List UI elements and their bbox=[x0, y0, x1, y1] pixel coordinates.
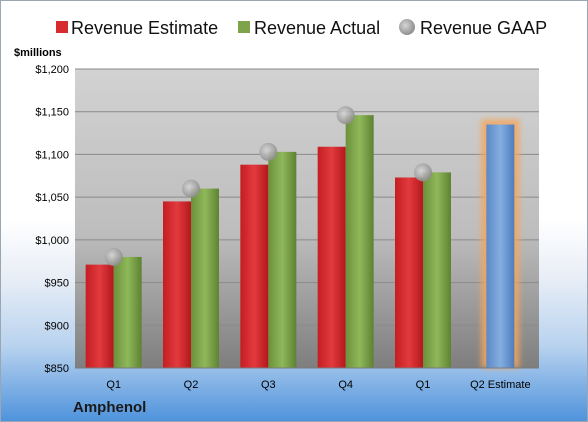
bar-revenue-actual bbox=[345, 115, 374, 368]
bar-revenue-actual bbox=[268, 151, 297, 368]
bar-q2-estimate bbox=[486, 124, 515, 369]
y-axis-ticks: $850 $900 $950 $1,000 $1,050 $1,100 $1,150 $1,2… bbox=[35, 64, 69, 375]
legend-item-revenue-actual: Revenue Actual bbox=[238, 18, 380, 38]
y-tick-label: $850 bbox=[45, 363, 69, 375]
legend-marker-revenue-gaap bbox=[399, 19, 415, 35]
y-unit-label: $millions bbox=[14, 47, 62, 59]
bar-revenue-estimate bbox=[240, 164, 269, 368]
gaap-markers bbox=[104, 106, 432, 266]
bar-revenue-estimate bbox=[395, 177, 423, 368]
plot-area bbox=[75, 69, 539, 368]
x-tick-label: Q1 bbox=[106, 379, 121, 391]
bar-revenue-actual bbox=[113, 256, 142, 368]
y-tick-label: $950 bbox=[45, 278, 69, 290]
legend-swatch-revenue-estimate bbox=[56, 21, 68, 33]
bar-revenue-actual bbox=[423, 172, 451, 368]
y-tick-label: $1,000 bbox=[35, 235, 69, 247]
legend-item-revenue-gaap: Revenue GAAP bbox=[399, 18, 547, 38]
legend-swatch-revenue-actual bbox=[238, 21, 250, 33]
y-tick-label: $1,050 bbox=[35, 192, 69, 204]
y-tick-label: $1,150 bbox=[35, 107, 69, 119]
y-tick-label: $1,100 bbox=[35, 149, 69, 161]
bar-revenue-actual bbox=[191, 188, 219, 368]
y-tick-label: $900 bbox=[45, 320, 69, 332]
legend-label-revenue-estimate: Revenue Estimate bbox=[71, 18, 218, 38]
legend-item-revenue-estimate: Revenue Estimate bbox=[56, 18, 218, 38]
bar-revenue-estimate bbox=[317, 146, 346, 368]
bar-revenue-estimate bbox=[163, 201, 191, 368]
marker-revenue-gaap bbox=[182, 179, 200, 198]
company-label: Amphenol bbox=[73, 399, 146, 416]
legend-label-revenue-actual: Revenue Actual bbox=[254, 18, 380, 38]
y-tick-label: $1,200 bbox=[35, 64, 69, 76]
x-axis-ticks: Q1 Q2 Q3 Q4 Q1 Q2 Estimate bbox=[106, 379, 530, 391]
x-tick-label: Q1 bbox=[416, 379, 431, 391]
marker-revenue-gaap bbox=[414, 163, 432, 182]
gridlines bbox=[75, 68, 539, 369]
bar-revenue-estimate bbox=[85, 264, 114, 368]
marker-revenue-gaap bbox=[336, 106, 355, 125]
bars bbox=[85, 115, 520, 369]
x-tick-label: Q2 Estimate bbox=[470, 379, 531, 391]
x-tick-label: Q3 bbox=[261, 379, 276, 391]
legend: Revenue Estimate Revenue Actual Revenue … bbox=[56, 18, 547, 38]
x-tick-label: Q2 bbox=[184, 379, 199, 391]
marker-revenue-gaap bbox=[259, 142, 278, 161]
legend-label-revenue-gaap: Revenue GAAP bbox=[420, 18, 547, 38]
x-tick-label: Q4 bbox=[338, 379, 353, 391]
marker-revenue-gaap bbox=[104, 247, 123, 266]
